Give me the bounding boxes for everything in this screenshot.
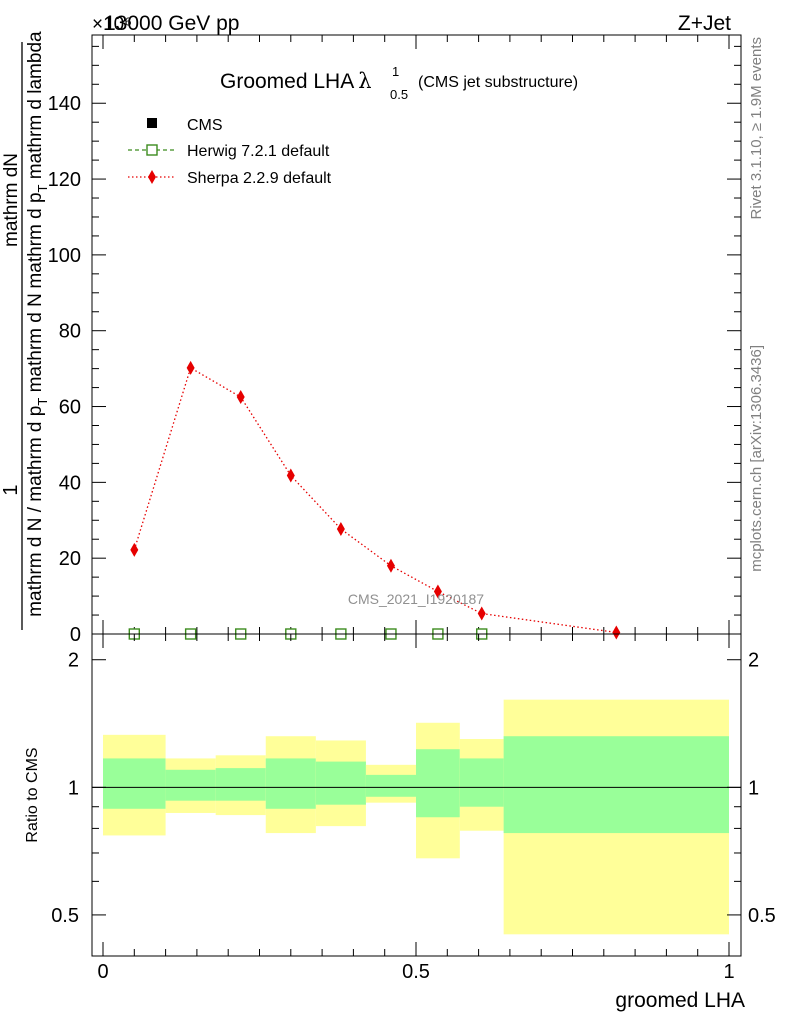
mcplots-note: mcplots.cern.ch [arXiv:1306.3436] <box>748 345 765 572</box>
legend-marker-sherpa <box>148 170 156 184</box>
ratio-panel: 0.5 0.5 1 1 2 2 0 0.5 1 Ratio to CMS groomed LHA <box>24 633 776 1012</box>
ratio-green-band <box>315 761 366 805</box>
ratio-green-band <box>459 758 504 807</box>
ratio-frame <box>91 633 742 957</box>
sherpa-point <box>477 606 486 621</box>
ratio-y-tick-label: 2 <box>68 650 79 672</box>
chart-title-lambda: λ <box>358 69 371 93</box>
ratio-bands <box>103 699 729 935</box>
y-label-inner-denominator: mathrm d pT mathrm d lambda <box>25 31 50 289</box>
chart-title-sup: 1 <box>392 64 399 79</box>
main-y-tick-label: 60 <box>59 397 81 419</box>
main-y-ticks <box>92 35 741 635</box>
legend-entry-cms: CMS <box>147 117 223 134</box>
energy-label: 13000 GeV pp <box>104 12 239 35</box>
legend-entry-herwig: Herwig 7.2.1 default <box>128 143 330 160</box>
y-label-dlambda: mathrm d lambda <box>25 31 46 185</box>
legend-label-herwig: Herwig 7.2.1 default <box>187 143 330 160</box>
legend: CMS Herwig 7.2.1 default Sherpa 2.2.9 de… <box>128 117 332 187</box>
legend-marker-herwig <box>146 144 158 156</box>
ratio-green-band <box>165 769 216 801</box>
main-y-tick-label: 80 <box>59 321 81 343</box>
x-tick-label: 1 <box>723 961 734 983</box>
sherpa-point <box>612 625 621 640</box>
y-label-denominator: mathrm d N / mathrm d pT mathrm d N <box>25 293 50 617</box>
sherpa-point <box>186 360 195 375</box>
y-label-dn: mathrm dN <box>1 153 22 247</box>
sherpa-point <box>433 584 442 599</box>
chart-title: Groomed LHA λ <box>220 69 372 93</box>
ratio-tick-labels: 0.5 0.5 1 1 2 2 0 0.5 1 <box>51 650 776 983</box>
ratio-green-band <box>103 758 166 809</box>
main-y-tick-label: 100 <box>48 245 81 267</box>
main-y-tick-label: 140 <box>48 93 81 115</box>
x-tick-label: 0.5 <box>402 961 430 983</box>
ratio-green-band <box>503 736 729 834</box>
y-multiplier-label: ×10⁶ <box>92 14 132 35</box>
watermark: CMS_2021_I1920187 <box>348 591 484 607</box>
ratio-y-tick-label: 1 <box>68 777 79 799</box>
chart-title-main: Groomed LHA <box>220 70 354 93</box>
legend-entry-sherpa: Sherpa 2.2.9 default <box>128 170 332 187</box>
legend-marker-cms <box>147 118 157 128</box>
main-y-tick-label: 40 <box>59 472 81 494</box>
ratio-y-tick-label-right: 0.5 <box>748 905 776 927</box>
sherpa-point <box>386 558 395 573</box>
main-y-tick-label: 20 <box>59 548 81 570</box>
sherpa-point <box>236 390 245 405</box>
x-axis-label: groomed LHA <box>615 989 745 1012</box>
rivet-note: Rivet 3.1.10, ≥ 1.9M events <box>748 37 765 220</box>
y-label-numerator-one: 1 <box>0 484 22 495</box>
sherpa-point <box>336 521 345 536</box>
main-y-axis-label: 1 mathrm dN mathrm d pT mathrm d lambda … <box>0 31 50 630</box>
ratio-y-tick-label-right: 1 <box>748 777 759 799</box>
main-y-tick-labels: 0 20 40 60 80 100 120 140 <box>48 93 81 646</box>
y-label-dpt: mathrm d p <box>25 192 46 288</box>
chart-subtitle: (CMS jet substructure) <box>418 74 578 91</box>
sherpa-point <box>130 542 139 557</box>
x-tick-label: 0 <box>97 961 108 983</box>
ratio-y-tick-label-right: 2 <box>748 650 759 672</box>
sherpa-point <box>286 468 295 483</box>
main-y-tick-label: 0 <box>70 624 81 646</box>
ratio-y-tick-label: 0.5 <box>51 905 79 927</box>
chart-title-sub: 0.5 <box>390 87 408 102</box>
ratio-green-band <box>265 758 316 809</box>
y-label-inner-numerator: mathrm dN <box>1 153 22 247</box>
ratio-green-band <box>365 774 416 797</box>
y-label-dndpt: mathrm d N / mathrm d p <box>25 406 46 617</box>
main-panel: 0 20 40 60 80 100 120 140 CMS_2021_I1920187 Gro… <box>0 31 742 646</box>
legend-label-sherpa: Sherpa 2.2.9 default <box>187 170 332 187</box>
y-label-dpt-sub: T <box>35 184 50 192</box>
legend-label-cms: CMS <box>187 117 223 134</box>
ratio-y-label: Ratio to CMS <box>24 747 41 842</box>
main-y-tick-label: 120 <box>48 169 81 191</box>
ratio-green-band <box>416 749 460 818</box>
y-label-dndpt-sub: T <box>35 398 50 406</box>
ratio-green-band <box>215 768 266 801</box>
process-label: Z+Jet <box>678 12 731 35</box>
y-label-dn2: mathrm d N <box>25 293 46 398</box>
